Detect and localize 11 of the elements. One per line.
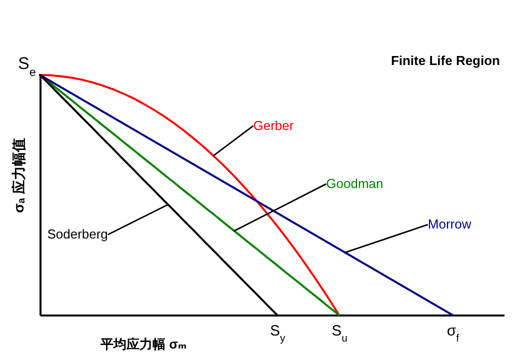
text: Goodman	[326, 176, 384, 191]
x-axis-title: 平均应力幅 σₘ	[100, 336, 187, 352]
x-tick-label: S$_{u}$	[332, 322, 348, 344]
text: Morrow	[428, 216, 472, 232]
y-axis-title: σₐ 应力幅值	[10, 138, 26, 213]
text: Finite Life Region	[390, 53, 500, 68]
text: S$_{e}$	[18, 54, 36, 79]
text: Gerber	[253, 118, 294, 133]
x-tick-label: σ$_{f}$	[446, 322, 460, 344]
x-tick-label: S$_{y}$	[270, 322, 286, 344]
text: Soderberg	[47, 226, 108, 242]
